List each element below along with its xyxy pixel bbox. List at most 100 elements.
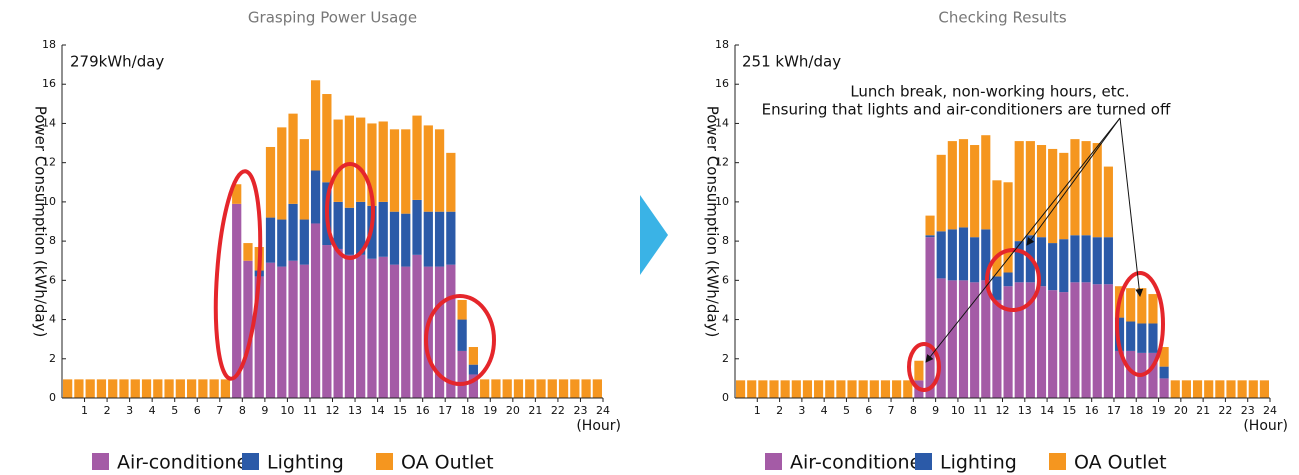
bar-segment <box>1215 380 1225 398</box>
bar-segment <box>265 262 276 398</box>
y-tick-label: 0 <box>49 391 56 404</box>
bar-segment <box>1025 141 1035 236</box>
x-tick-label: 15 <box>1062 404 1076 417</box>
y-tick-label: 10 <box>42 195 56 208</box>
bar-segment <box>1070 235 1080 283</box>
bar-segment <box>186 379 197 398</box>
bar-segment <box>220 379 231 398</box>
bar-segment <box>880 380 891 398</box>
bar-segment <box>1170 380 1180 398</box>
bar-segment <box>310 223 321 398</box>
bar-segment <box>958 280 969 398</box>
bar-segment <box>958 139 969 228</box>
bar-segment <box>547 379 557 398</box>
bar-segment <box>322 245 332 398</box>
bar-segment <box>232 184 242 204</box>
bar-segment <box>958 227 969 281</box>
bar-segment <box>947 141 957 230</box>
bar-segment <box>254 276 264 398</box>
bar-segment <box>936 154 946 232</box>
bar-segment <box>468 374 479 398</box>
bar-segment <box>1092 143 1102 238</box>
x-tick-label: 20 <box>1174 404 1188 417</box>
bar-segment <box>992 299 1002 398</box>
transition-arrow <box>640 195 668 275</box>
x-tick-label: 9 <box>932 404 939 417</box>
x-tick-label: 1 <box>754 404 761 417</box>
bar-segment <box>310 170 321 224</box>
x-tick-label: 21 <box>528 404 542 417</box>
bar-segment <box>1036 145 1047 238</box>
bar-segment <box>412 199 422 255</box>
bar-segment <box>344 115 355 208</box>
x-tick-label: 19 <box>483 404 497 417</box>
bar-segment <box>1059 152 1069 240</box>
legend-swatch <box>915 453 932 470</box>
bar-segment <box>468 347 479 365</box>
bar-segment <box>802 380 813 398</box>
bar-segment <box>288 260 298 398</box>
x-tick-label: 3 <box>126 404 133 417</box>
bar-segment <box>1048 243 1058 291</box>
x-tick-label: 2 <box>776 404 783 417</box>
bar-segment <box>401 266 411 398</box>
bar-segment <box>480 379 490 398</box>
x-tick-label: 11 <box>973 404 987 417</box>
bar-segment <box>356 117 366 202</box>
x-tick-label: 13 <box>1018 404 1032 417</box>
y-tick-label: 6 <box>49 273 56 286</box>
x-tick-label: 5 <box>843 404 850 417</box>
y-tick-label: 4 <box>49 313 56 326</box>
y-tick-label: 6 <box>722 273 729 286</box>
bar-segment <box>1226 380 1236 398</box>
bar-segment <box>1148 352 1158 398</box>
y-tick-label: 16 <box>715 77 729 90</box>
legend-label: Lighting <box>267 452 344 474</box>
bar-segment <box>825 380 835 398</box>
bar-segment <box>85 379 95 398</box>
x-tick-label: 6 <box>865 404 872 417</box>
bar-segment <box>175 379 185 398</box>
bar-segment <box>333 119 343 202</box>
x-tick-label: 24 <box>596 404 610 417</box>
bar-segment <box>434 129 445 212</box>
bar-segment <box>814 380 824 398</box>
bar-segment <box>333 248 343 398</box>
arrow <box>1119 117 1144 297</box>
x-tick-label: 21 <box>1196 404 1210 417</box>
x-tick-label: 10 <box>280 404 294 417</box>
y-tick-label: 18 <box>42 38 56 51</box>
y-tick-label: 14 <box>42 116 56 129</box>
bar-segment <box>141 379 152 398</box>
bar-segment <box>74 379 84 398</box>
bar-segment <box>1159 366 1169 379</box>
x-tick-label: 17 <box>438 404 452 417</box>
x-tick-label: 15 <box>393 404 407 417</box>
bar-segment <box>1159 378 1169 398</box>
bar-segment <box>1081 282 1091 398</box>
bar-segment <box>491 379 501 398</box>
bar-segment <box>1103 237 1113 285</box>
x-tick-label: 1 <box>81 404 88 417</box>
bar-segment <box>1092 284 1102 398</box>
annotation: Ensuring that lights and air-conditioner… <box>762 101 1171 119</box>
x-tick-label: 18 <box>1129 404 1143 417</box>
bar-segment <box>1003 182 1013 273</box>
y-tick-label: 10 <box>715 195 729 208</box>
legend-swatch <box>376 453 393 470</box>
bar-segment <box>1081 235 1091 283</box>
bar-segment <box>153 379 163 398</box>
annotation: 279kWh/day <box>70 53 164 71</box>
bar-segment <box>389 264 400 398</box>
bar-segment <box>1137 288 1147 324</box>
annotation: 251 kWh/day <box>742 53 841 71</box>
bar-segment <box>1148 323 1158 353</box>
x-tick-label: 23 <box>573 404 587 417</box>
bar-segment <box>367 123 377 206</box>
y-tick-label: 18 <box>715 38 729 51</box>
bar-segment <box>925 215 935 236</box>
x-tick-label: 19 <box>1152 404 1166 417</box>
bar-segment <box>63 379 73 398</box>
x-axis-label: (Hour) <box>1243 418 1288 434</box>
bar-segment <box>1103 166 1113 238</box>
